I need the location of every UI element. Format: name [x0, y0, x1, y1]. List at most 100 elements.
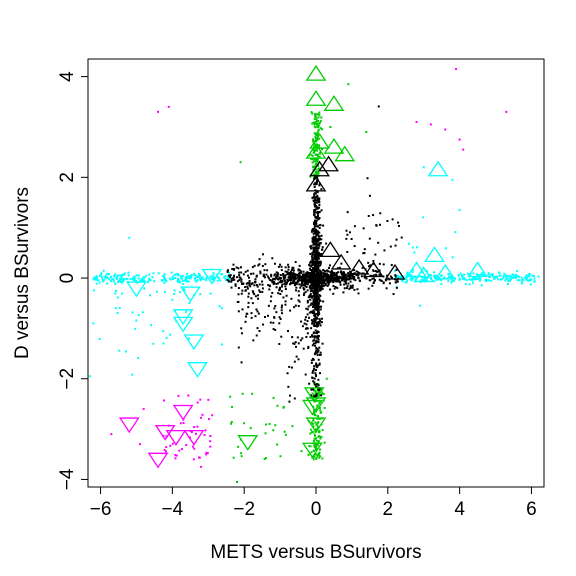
- data-point: [501, 278, 504, 281]
- data-point: [357, 274, 360, 277]
- data-point: [245, 315, 248, 318]
- data-point: [148, 294, 151, 297]
- data-point: [400, 275, 403, 278]
- data-point: [303, 288, 306, 291]
- data-point: [348, 275, 351, 278]
- data-point: [115, 277, 118, 280]
- data-point: [317, 113, 320, 116]
- data-point: [316, 302, 319, 305]
- data-point: [127, 271, 130, 274]
- data-point: [311, 344, 314, 347]
- data-point: [347, 83, 350, 86]
- data-point: [193, 425, 196, 428]
- data-point: [93, 289, 96, 292]
- data-point: [312, 419, 315, 422]
- data-point: [311, 229, 314, 232]
- data-point: [360, 275, 363, 278]
- data-point: [145, 274, 148, 277]
- data-point: [212, 272, 215, 275]
- data-point: [372, 270, 375, 273]
- data-point: [303, 292, 306, 295]
- data-point: [298, 300, 301, 303]
- data-point: [267, 304, 270, 307]
- data-point: [373, 279, 376, 282]
- data-point: [209, 292, 212, 295]
- data-point: [461, 274, 464, 277]
- data-point: [306, 271, 309, 274]
- data-point: [317, 237, 320, 240]
- data-point: [200, 416, 203, 419]
- data-point: [435, 278, 438, 281]
- data-point: [339, 281, 342, 284]
- data-point: [294, 261, 297, 264]
- data-point: [187, 394, 190, 397]
- data-point: [251, 290, 254, 293]
- data-point: [142, 407, 145, 410]
- data-point: [237, 293, 240, 296]
- data-point: [230, 280, 233, 283]
- data-point: [342, 276, 345, 279]
- data-point: [253, 264, 256, 267]
- data-point: [318, 269, 321, 272]
- data-point: [458, 278, 461, 281]
- data-point: [163, 449, 166, 452]
- data-point: [415, 246, 418, 249]
- data-point: [405, 281, 408, 284]
- data-point: [347, 273, 350, 276]
- data-point: [318, 204, 321, 207]
- x-tick-label: 4: [454, 499, 465, 520]
- data-point: [227, 280, 230, 283]
- data-point: [219, 279, 222, 282]
- data-point: [112, 278, 115, 281]
- data-point: [358, 272, 361, 275]
- data-point: [315, 385, 318, 388]
- data-point: [262, 273, 265, 276]
- data-point: [303, 322, 306, 325]
- data-point: [255, 334, 258, 337]
- data-point: [258, 289, 261, 292]
- data-point: [473, 276, 476, 279]
- data-point: [312, 246, 315, 249]
- data-point: [256, 297, 259, 300]
- triangle-down-marker: [172, 404, 194, 421]
- data-point: [291, 336, 294, 339]
- data-point: [113, 275, 116, 278]
- data-point: [314, 250, 317, 253]
- data-point: [487, 272, 490, 275]
- data-point: [177, 280, 180, 283]
- data-point: [316, 292, 319, 295]
- data-point: [302, 283, 305, 286]
- data-point: [278, 277, 281, 280]
- data-point: [459, 272, 462, 275]
- data-point: [267, 314, 270, 317]
- data-point: [332, 272, 335, 275]
- data-point: [298, 276, 301, 279]
- data-point: [244, 289, 247, 292]
- data-point: [324, 282, 327, 285]
- data-point: [313, 446, 316, 449]
- data-point: [315, 122, 318, 125]
- data-point: [493, 276, 496, 279]
- data-point: [493, 277, 496, 280]
- data-point: [322, 269, 325, 272]
- data-point: [377, 105, 380, 108]
- data-point: [314, 306, 317, 309]
- data-point: [148, 278, 151, 281]
- data-point: [463, 273, 466, 276]
- data-point: [337, 271, 340, 274]
- data-point: [290, 268, 293, 271]
- data-point: [318, 156, 321, 159]
- data-point: [198, 272, 201, 275]
- data-point: [320, 275, 323, 278]
- data-point: [395, 286, 398, 289]
- data-point: [292, 280, 295, 283]
- data-point: [317, 262, 320, 265]
- data-point: [204, 429, 207, 432]
- data-point: [287, 273, 290, 276]
- data-point: [137, 274, 140, 277]
- data-point: [121, 281, 124, 284]
- data-point: [314, 236, 317, 239]
- data-point: [261, 264, 264, 267]
- data-point: [332, 274, 335, 277]
- data-point: [458, 138, 461, 141]
